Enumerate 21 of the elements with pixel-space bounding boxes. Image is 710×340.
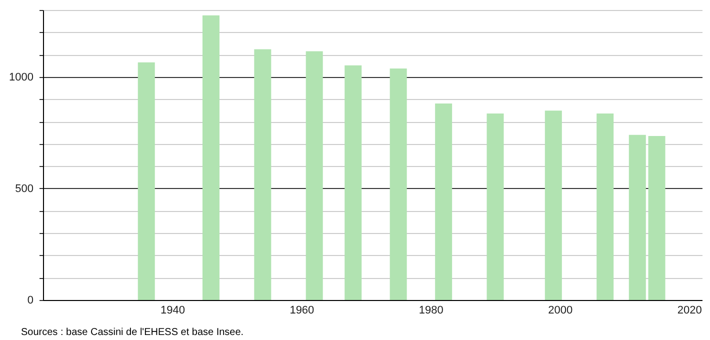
bar bbox=[544, 110, 562, 300]
x-tick-label: 1980 bbox=[418, 304, 444, 316]
bar bbox=[138, 62, 155, 300]
y-tick-label: 1000 bbox=[9, 71, 34, 84]
y-tick-label: 500 bbox=[15, 182, 34, 195]
bar bbox=[306, 51, 323, 300]
bar bbox=[628, 134, 646, 300]
x-tick-label: 1940 bbox=[160, 304, 185, 316]
x-tick-label: 2020 bbox=[677, 304, 702, 316]
bar bbox=[344, 65, 362, 300]
bar bbox=[435, 103, 452, 300]
bar bbox=[254, 49, 272, 300]
bar bbox=[202, 15, 220, 300]
source-note: Sources : base Cassini de l'EHESS et base Insee. bbox=[21, 327, 244, 338]
bar bbox=[596, 114, 614, 300]
bar bbox=[648, 136, 666, 300]
x-tick-label: 1960 bbox=[290, 304, 314, 316]
bar bbox=[390, 68, 407, 300]
y-tick-label: 0 bbox=[27, 294, 34, 306]
x-tick-label: 2000 bbox=[548, 304, 573, 316]
bar bbox=[486, 114, 504, 300]
